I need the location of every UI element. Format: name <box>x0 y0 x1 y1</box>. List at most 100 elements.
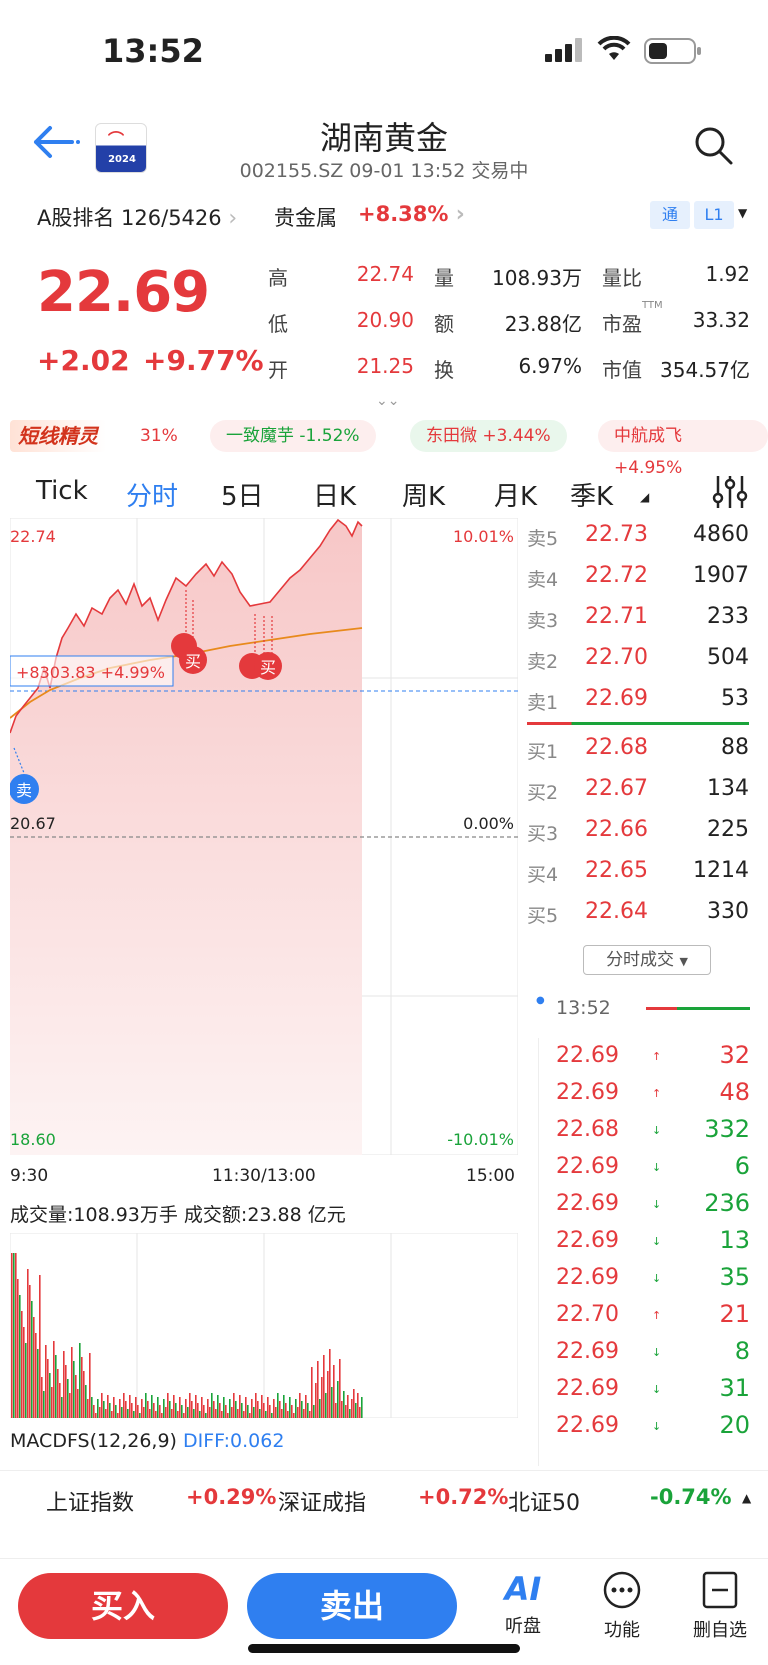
bid-price[interactable]: 22.66 <box>585 817 648 842</box>
ai-listen-button[interactable]: AI 听盘 <box>483 1570 563 1650</box>
volume-bar <box>113 1397 115 1418</box>
volume-bar <box>293 1413 295 1418</box>
volume-bar <box>43 1391 45 1418</box>
remove-favorite-button[interactable]: 删自选 <box>680 1570 760 1650</box>
ask-price[interactable]: 22.69 <box>585 686 648 711</box>
ask-price[interactable]: 22.73 <box>585 522 648 547</box>
connect-tag[interactable]: 通 <box>650 201 690 229</box>
avg-price-label: +8303.83 +4.99% <box>16 663 165 682</box>
buy-marker[interactable]: 买 <box>171 633 207 674</box>
sell-button[interactable]: 卖出 <box>247 1573 457 1639</box>
wifi-icon <box>597 36 631 60</box>
level-tag[interactable]: L1 <box>694 201 734 229</box>
index-bar[interactable]: 上证指数 +0.29% 深证成指 +0.72% 北证50 -0.74% ▲ <box>0 1470 768 1530</box>
index-pct: -0.74% <box>650 1485 732 1509</box>
trade-price: 22.69 <box>556 1080 619 1105</box>
ticker-brand[interactable]: 短线精灵 <box>10 420 106 452</box>
volume-chart[interactable] <box>10 1233 518 1418</box>
stat-value: 1.92 <box>705 262 750 286</box>
volume-bar <box>55 1355 57 1418</box>
volume-bar <box>131 1403 133 1418</box>
trade-row: 22.69 ↓ 35 <box>556 1262 750 1296</box>
stat-value: 33.32 <box>692 308 750 332</box>
trade-row: 22.69 ↓ 31 <box>556 1373 750 1407</box>
volume-bar <box>167 1393 169 1418</box>
tab-intraday[interactable]: 分时 <box>126 482 179 512</box>
back-icon[interactable] <box>30 118 82 170</box>
stock-subtitle: 002155.SZ 09-01 13:52 交易中 <box>239 160 529 182</box>
level-dropdown-icon[interactable]: ▼ <box>738 206 748 220</box>
sector-change[interactable]: +8.38% › <box>358 202 465 227</box>
ask-price[interactable]: 22.71 <box>585 604 648 629</box>
volume-bar <box>57 1369 59 1418</box>
volume-bar <box>283 1395 285 1418</box>
trade-row: 22.69 ↓ 13 <box>556 1225 750 1259</box>
ask-volume: 504 <box>707 645 749 670</box>
status-time: 13:52 <box>102 32 204 70</box>
y-high: 22.74 <box>10 527 56 546</box>
tab-quarterly-k[interactable]: 季K <box>570 482 614 512</box>
chart-settings-icon[interactable] <box>710 472 750 512</box>
tab-5day[interactable]: 5日 <box>221 482 264 512</box>
volume-bar <box>279 1401 281 1418</box>
index-name: 深证成指 <box>278 1491 367 1516</box>
trade-volume: 6 <box>734 1152 750 1180</box>
volume-bar <box>301 1401 303 1418</box>
volume-bar <box>227 1413 229 1418</box>
trade-row: 22.70 ↑ 21 <box>556 1299 750 1333</box>
tab-daily-k[interactable]: 日K <box>313 482 357 512</box>
volume-bar <box>327 1371 329 1418</box>
volume-bar <box>25 1343 27 1418</box>
ticker-item[interactable]: 31% <box>140 420 178 452</box>
tab-tick[interactable]: Tick <box>36 476 88 506</box>
volume-bar <box>179 1397 181 1418</box>
volume-bar <box>197 1403 199 1418</box>
tab-more-icon[interactable]: ◢ <box>640 490 650 504</box>
arrow-down-icon: ↓ <box>652 1198 662 1211</box>
buy-button[interactable]: 买入 <box>18 1573 228 1639</box>
volume-summary: 成交量:108.93万手 成交额:23.88 亿元 <box>10 1204 346 1226</box>
expand-chevron-icon[interactable]: ⌄⌄ <box>376 393 400 409</box>
volume-bar <box>209 1407 211 1418</box>
bid-price[interactable]: 22.68 <box>585 735 648 760</box>
market-rank[interactable]: A股排名 126/5426 › <box>37 206 238 231</box>
time-end: 15:00 <box>466 1166 515 1186</box>
sell-marker[interactable]: 卖 <box>10 774 39 804</box>
bid-volume: 134 <box>707 776 749 801</box>
buy-marker-label: 买 <box>260 658 276 677</box>
tab-monthly-k[interactable]: 月K <box>494 482 538 512</box>
volume-bar <box>185 1399 187 1418</box>
ask-price[interactable]: 22.70 <box>585 645 648 670</box>
volume-bar <box>27 1269 29 1418</box>
tab-weekly-k[interactable]: 周K <box>402 482 446 512</box>
volume-bar <box>19 1295 21 1418</box>
intraday-chart[interactable]: 买 买 卖 +8303.83 +4.99% 22.74 10.01% 20.67… <box>10 518 518 1155</box>
bid-price[interactable]: 22.64 <box>585 899 648 924</box>
macd-label[interactable]: MACDFS(12,26,9) DIFF:0.062 <box>10 1430 285 1452</box>
brand-logo: ⌒ 2024 <box>95 123 147 173</box>
ask-price[interactable]: 22.72 <box>585 563 648 588</box>
function-button[interactable]: 功能 <box>582 1570 662 1650</box>
ticker-item[interactable]: 东田微 +3.44% <box>410 420 567 452</box>
index-pct: +0.72% <box>418 1485 509 1509</box>
book-divider <box>527 722 749 725</box>
ticker-item[interactable]: 中航成飞 +4.95% <box>598 420 768 478</box>
bid-price[interactable]: 22.67 <box>585 776 648 801</box>
trades-divider <box>538 1038 539 1466</box>
trade-volume: 21 <box>719 1300 750 1328</box>
stat-value: 20.90 <box>356 308 414 332</box>
bid-price[interactable]: 22.65 <box>585 858 648 883</box>
volume-bar <box>69 1393 71 1418</box>
volume-bar <box>223 1397 225 1418</box>
volume-bar <box>103 1401 105 1418</box>
bid-label: 买1 <box>527 741 559 763</box>
expand-up-icon[interactable]: ▲ <box>742 1491 752 1505</box>
order-book: 卖5 22.73 4860 卖4 22.72 1907 卖3 22.71 233… <box>527 522 749 927</box>
trades-list[interactable]: 22.69 ↑ 32 22.69 ↑ 48 22.68 ↓ 332 22.69 ↓ 6 22.69 ↓ 23… <box>556 1040 750 1460</box>
trade-type-dropdown[interactable]: 分时成交 ▼ <box>583 945 711 975</box>
search-icon[interactable] <box>694 126 734 166</box>
ticker-item[interactable]: 一致魔芋 -1.52% <box>210 420 376 452</box>
index-pct: +0.29% <box>186 1485 277 1509</box>
buy-marker[interactable]: 买 <box>239 652 282 680</box>
sector-name[interactable]: 贵金属 <box>274 206 337 230</box>
